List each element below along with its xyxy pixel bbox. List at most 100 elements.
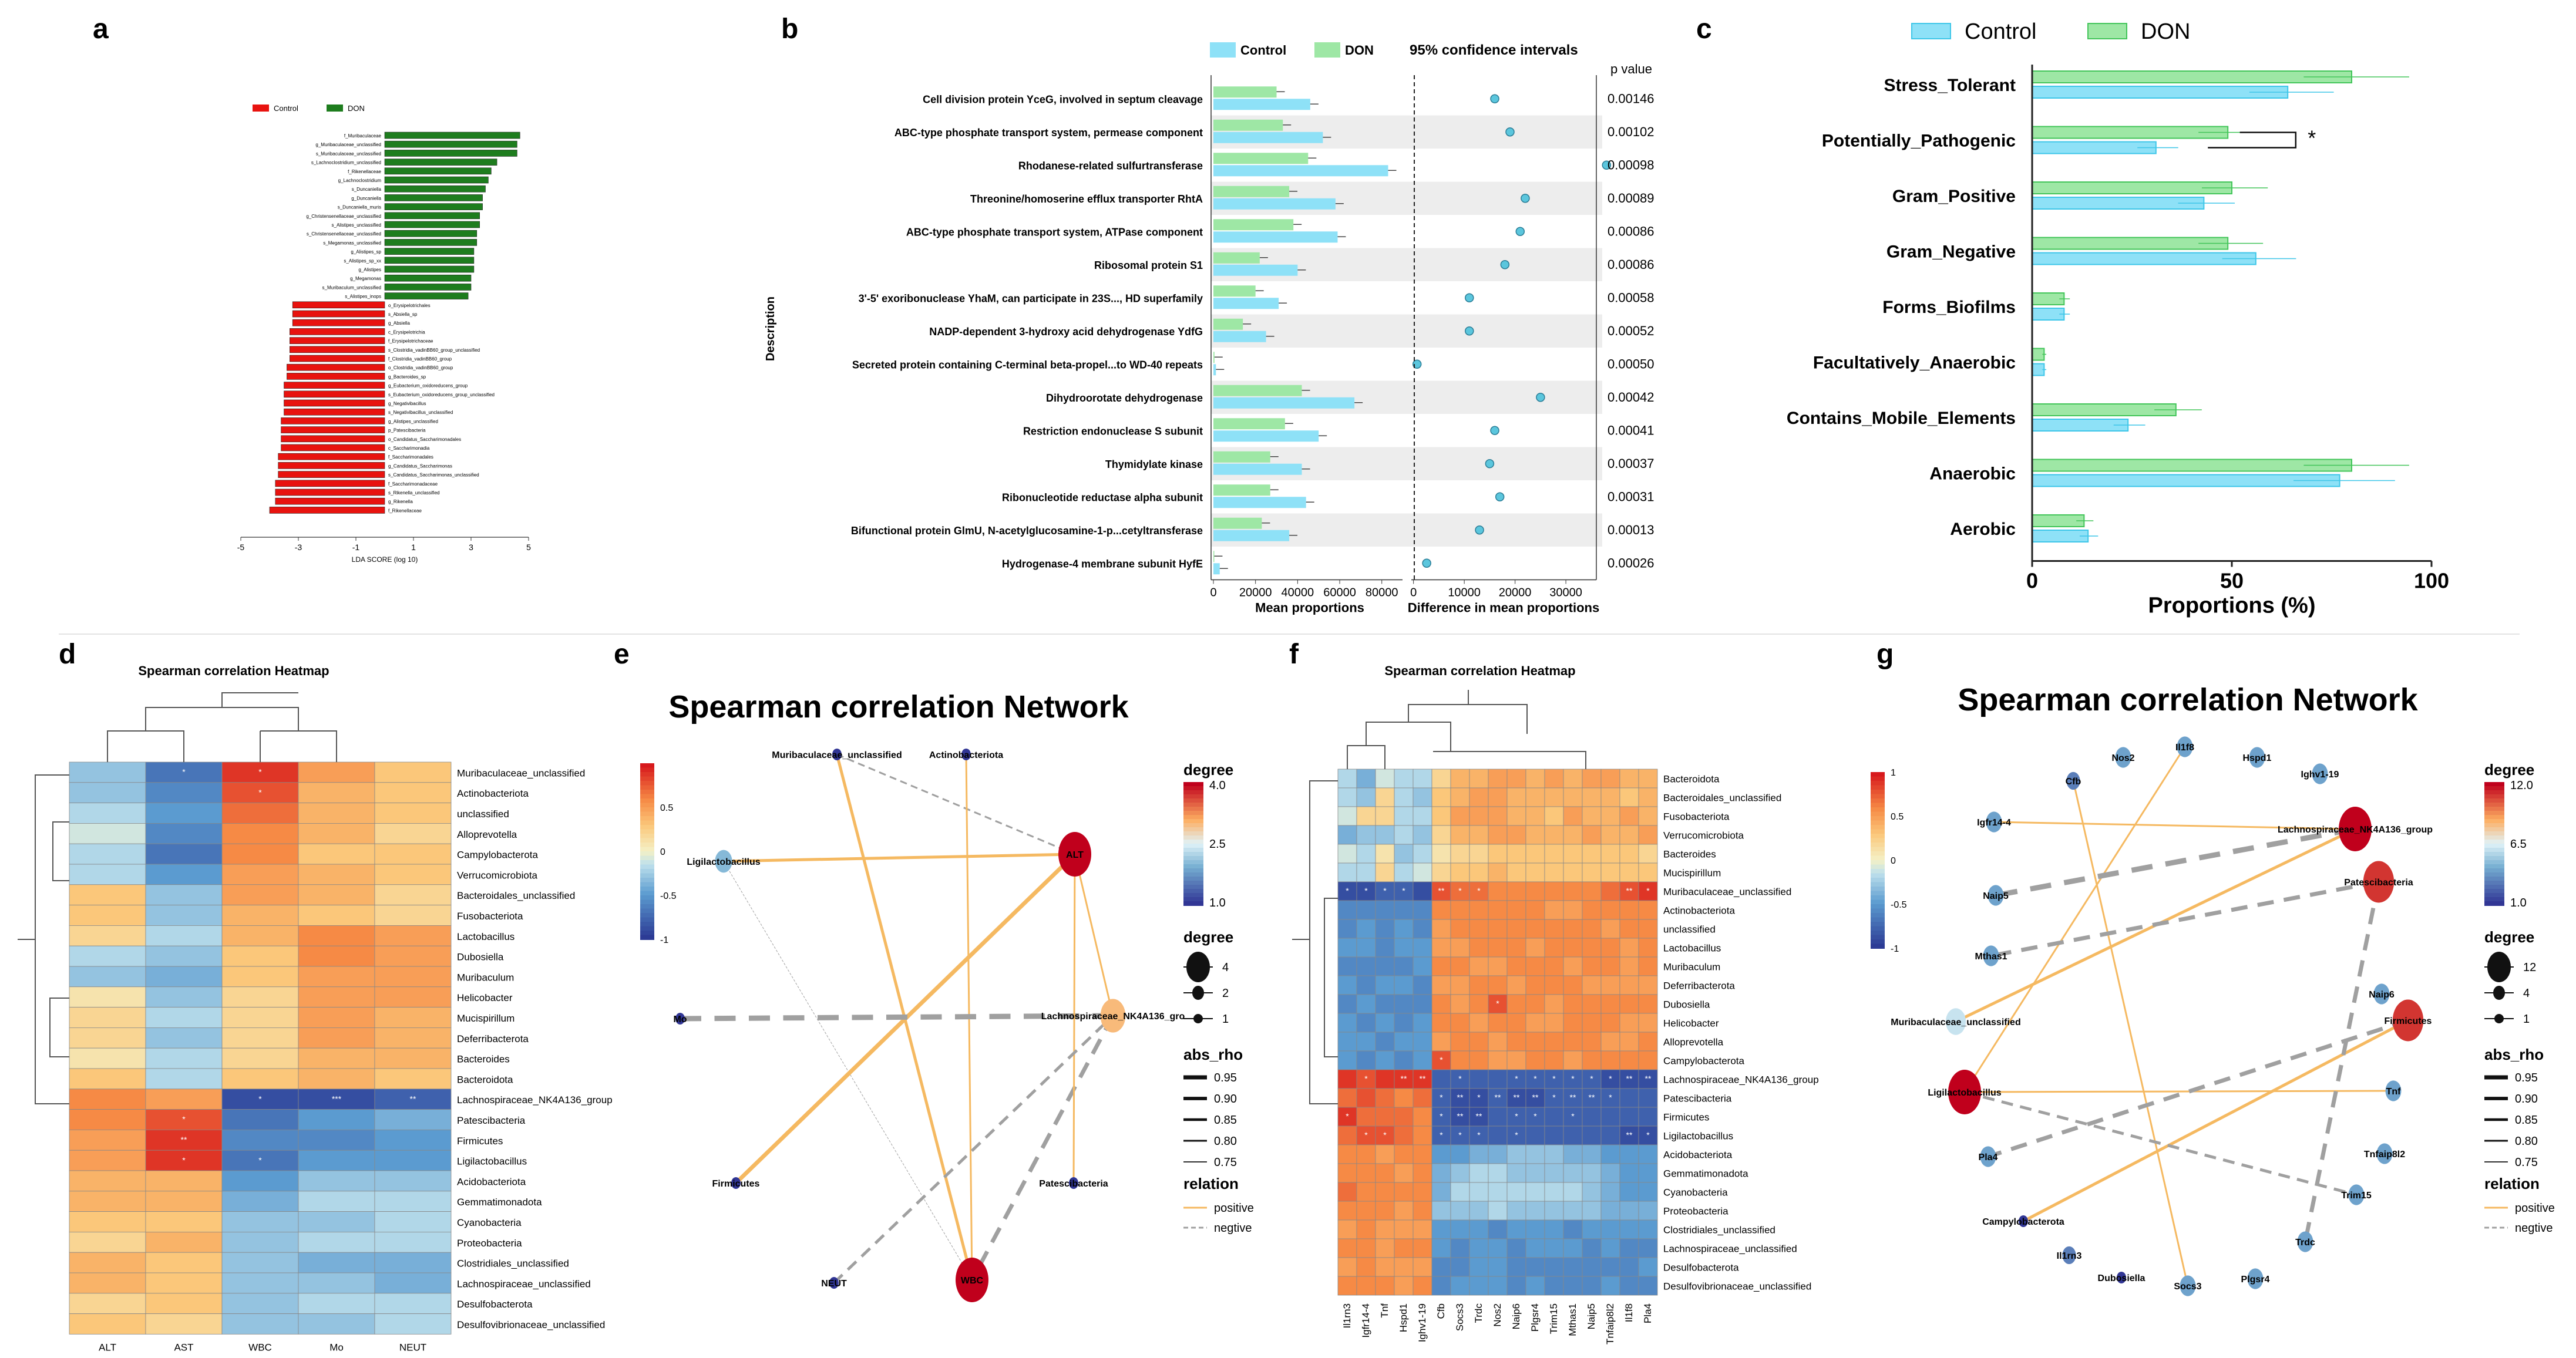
heatmap-cell xyxy=(1563,769,1583,788)
pvalue: 0.00052 xyxy=(1608,324,1654,338)
row-label: Bacteroidales_unclassified xyxy=(1663,792,1781,803)
heatmap-cell xyxy=(1356,1219,1376,1239)
legend-colorbar-segment xyxy=(2484,786,2504,791)
x-tick-label: 1 xyxy=(411,542,416,552)
heatmap-cell xyxy=(1525,1013,1545,1033)
legend-colorbar-segment xyxy=(1183,848,1203,852)
heatmap-cell xyxy=(1582,1257,1602,1277)
heatmap-cell xyxy=(1356,956,1376,976)
pvalue: 0.00146 xyxy=(1608,91,1654,106)
heatmap-cell xyxy=(1488,806,1508,826)
node-label: Patescibacteria xyxy=(1039,1179,1108,1189)
heatmap-cell xyxy=(1413,806,1432,826)
legend-rho-label: 0.85 xyxy=(2515,1114,2538,1127)
legend-colorbar-segment xyxy=(1183,831,1203,836)
bar-control xyxy=(1213,331,1266,342)
row-label: Muribaculum xyxy=(1663,961,1720,972)
heatmap-cell xyxy=(1375,1238,1395,1258)
legend-colorbar-segment xyxy=(1183,798,1203,803)
heatmap-cell xyxy=(69,1068,146,1090)
x-tick-label-right: 30000 xyxy=(1549,587,1582,599)
heatmap-cell xyxy=(374,1272,452,1294)
heatmap-cell xyxy=(1638,975,1658,995)
feature-label: Bifunctional protein GlmU, N-acetylgluco… xyxy=(851,525,1203,537)
heatmap-cell xyxy=(221,843,299,865)
heatmap-cell xyxy=(1563,975,1583,995)
bar-control xyxy=(1213,430,1319,442)
heatmap-cell xyxy=(1469,1276,1489,1296)
significance-star: * xyxy=(1552,1093,1556,1102)
heatmap-cell xyxy=(374,986,452,1008)
heatmap-cell xyxy=(1488,1201,1508,1221)
heatmap-cell xyxy=(1563,956,1583,976)
heatmap-cell xyxy=(1394,1032,1414,1052)
network-node xyxy=(2177,736,2193,757)
bar-don xyxy=(1213,153,1309,164)
node-label: Ligilactobacillus xyxy=(1928,1088,2001,1098)
heatmap-cell xyxy=(1506,956,1526,976)
heatmap-cell xyxy=(1431,956,1451,976)
heatmap-cell xyxy=(1469,1088,1489,1108)
heatmap-cell xyxy=(1413,881,1432,901)
column-label: Pla4 xyxy=(1642,1303,1653,1323)
heatmap-cell xyxy=(145,1293,223,1315)
heatmap-cell xyxy=(1544,825,1564,845)
significance-star: * xyxy=(1496,999,1499,1008)
heatmap-cell xyxy=(1431,1050,1451,1070)
heatmap-cell xyxy=(1450,1088,1470,1108)
heatmap-cell xyxy=(1544,1163,1564,1183)
heatmap-cell xyxy=(1563,881,1583,901)
feature-label: NADP-dependent 3-hydroxy acid dehydrogen… xyxy=(929,326,1203,338)
heatmap-cell xyxy=(374,925,452,946)
feature-label: Dihydroorotate dehydrogenase xyxy=(1046,392,1203,404)
significance-star: ** xyxy=(1626,1074,1633,1083)
heatmap-cell xyxy=(1394,1088,1414,1108)
network-title: Spearman correlation Network xyxy=(668,689,1129,725)
heatmap-cell xyxy=(1469,1069,1489,1089)
bar-don xyxy=(1213,385,1302,396)
heatmap-cell xyxy=(298,1027,375,1049)
heatmap-cell xyxy=(221,1109,299,1130)
heatmap-cell xyxy=(221,1130,299,1151)
node-label: Mo xyxy=(673,1015,687,1025)
network-edge xyxy=(1987,1018,2409,1159)
x-tick-label: 100 xyxy=(2414,569,2449,593)
heatmap-cell xyxy=(1582,1107,1602,1127)
lda-bar xyxy=(281,417,385,424)
colorbar-segment xyxy=(1871,904,1885,909)
row-dendrogram xyxy=(1292,780,1338,1104)
lda-bar xyxy=(289,346,385,353)
heatmap-cell xyxy=(1563,1013,1583,1033)
legend-relation-label: negtive xyxy=(1214,1222,1252,1235)
heatmap-cell xyxy=(1394,1238,1414,1258)
lda-bar xyxy=(275,480,385,487)
heatmap-cell xyxy=(1506,1182,1526,1202)
colorbar-tick: -1 xyxy=(660,935,668,945)
node-label: Muribaculaceae_unclassified xyxy=(1891,1017,2020,1027)
network-edge xyxy=(723,861,973,1281)
heatmap-cell xyxy=(1619,1238,1639,1258)
heatmap-cell xyxy=(1619,1257,1639,1277)
heatmap-cell xyxy=(1356,1276,1376,1296)
node-label: Trim15 xyxy=(2341,1191,2372,1201)
heatmap-cell xyxy=(1563,938,1583,958)
heatmap-cell xyxy=(1356,1107,1376,1127)
heatmap-cell xyxy=(145,1150,223,1171)
heatmap-cell xyxy=(1544,1144,1564,1164)
heatmap-cell xyxy=(1431,1163,1451,1183)
significance-star: * xyxy=(1402,886,1405,895)
row-label: Campylobacterota xyxy=(1663,1055,1745,1066)
legend-swatch-control xyxy=(253,105,269,112)
colorbar-tick: -1 xyxy=(1891,944,1899,954)
heatmap-cell xyxy=(69,1313,146,1335)
legend-size-label: 2 xyxy=(1222,987,1229,1000)
heatmap-cell xyxy=(1506,1126,1526,1145)
colorbar-segment xyxy=(1871,776,1885,781)
network-edge xyxy=(836,753,1075,855)
legend-colorbar-segment xyxy=(1183,835,1203,840)
lda-label: g_Muribaculaceae_unclassified xyxy=(315,142,381,147)
heatmap-cell xyxy=(298,1089,375,1110)
heatmap-cell xyxy=(1582,1182,1602,1202)
heatmap-cell xyxy=(145,1027,223,1049)
heatmap-cell xyxy=(298,966,375,988)
